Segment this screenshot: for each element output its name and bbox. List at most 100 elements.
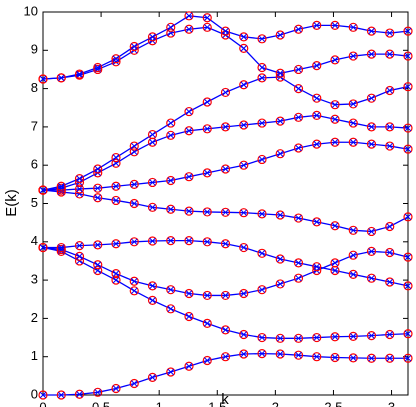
marker-cross xyxy=(295,85,302,92)
marker-circle xyxy=(403,144,413,154)
marker-cross xyxy=(222,123,229,131)
marker-cross xyxy=(94,261,101,269)
marker-cross xyxy=(240,209,247,216)
band-marker xyxy=(239,160,249,170)
band-marker xyxy=(56,242,66,253)
marker-cross xyxy=(185,313,193,320)
marker-circle xyxy=(239,80,249,90)
marker-circle xyxy=(129,179,139,189)
marker-circle xyxy=(166,28,176,38)
marker-circle xyxy=(330,114,340,124)
marker-circle xyxy=(348,353,358,363)
band-marker xyxy=(239,120,249,130)
marker-circle xyxy=(239,160,249,170)
marker-cross xyxy=(131,200,138,207)
marker-circle xyxy=(56,73,66,83)
marker-cross xyxy=(386,50,393,58)
marker-circle xyxy=(38,242,48,253)
band-marker xyxy=(129,141,139,151)
marker-circle xyxy=(403,212,413,222)
band-marker xyxy=(129,179,139,189)
band-marker xyxy=(184,172,194,182)
band-marker xyxy=(74,174,85,184)
marker-circle xyxy=(147,236,158,246)
marker-cross xyxy=(386,354,393,362)
marker-cross xyxy=(386,223,393,230)
marker-circle xyxy=(239,32,249,42)
marker-circle xyxy=(220,207,231,217)
band-marker xyxy=(403,82,413,92)
band-marker xyxy=(111,195,121,206)
band-marker xyxy=(38,74,48,84)
marker-cross xyxy=(331,101,339,108)
marker-cross xyxy=(350,24,357,31)
band-marker xyxy=(38,242,48,253)
band-marker xyxy=(366,331,377,341)
marker-circle xyxy=(385,247,395,258)
band-marker xyxy=(93,183,103,193)
marker-circle xyxy=(366,93,377,103)
band-marker xyxy=(220,239,231,249)
marker-circle xyxy=(93,387,103,397)
marker-cross xyxy=(240,161,247,169)
band-marker xyxy=(348,22,358,32)
marker-circle xyxy=(385,85,395,96)
marker-circle xyxy=(202,13,212,23)
marker-cross xyxy=(240,331,247,338)
marker-cross xyxy=(295,26,302,33)
band-marker xyxy=(93,164,103,174)
marker-circle xyxy=(220,290,231,301)
band-marker xyxy=(293,333,304,343)
band-marker xyxy=(202,355,212,366)
marker-circle xyxy=(312,352,322,362)
band-marker xyxy=(403,123,413,133)
marker-circle xyxy=(275,116,285,126)
band-marker xyxy=(56,181,66,191)
y-tick-label: 3 xyxy=(31,272,38,287)
marker-cross xyxy=(331,22,339,29)
marker-cross xyxy=(39,391,47,399)
marker-cross xyxy=(58,391,65,399)
marker-circle xyxy=(202,237,212,247)
x-tick-label: 0 xyxy=(39,399,46,407)
marker-cross xyxy=(222,292,229,299)
x-tick-label: 0.5 xyxy=(92,399,110,407)
marker-circle xyxy=(129,41,139,52)
marker-cross xyxy=(404,282,412,290)
marker-cross xyxy=(350,119,357,127)
marker-circle xyxy=(184,236,194,246)
band-marker xyxy=(293,64,304,75)
marker-circle xyxy=(74,189,85,199)
marker-circle xyxy=(257,118,267,128)
marker-cross xyxy=(149,179,156,186)
band-marker xyxy=(111,383,121,394)
marker-circle xyxy=(348,250,358,260)
marker-cross xyxy=(185,363,193,370)
marker-cross xyxy=(149,297,156,304)
y-tick-label: 4 xyxy=(31,233,38,248)
marker-cross xyxy=(204,98,211,106)
band-marker xyxy=(202,207,212,217)
band-marker xyxy=(385,85,395,96)
band-line xyxy=(42,189,409,233)
band-marker xyxy=(348,225,358,235)
marker-cross xyxy=(331,259,339,267)
marker-circle xyxy=(330,137,340,147)
marker-circle xyxy=(257,154,267,165)
marker-circle xyxy=(312,20,322,31)
marker-cross xyxy=(185,290,193,297)
marker-cross xyxy=(76,242,83,249)
band-marker xyxy=(330,137,340,147)
band-marker xyxy=(220,325,231,335)
marker-circle xyxy=(166,285,176,295)
marker-cross xyxy=(240,121,247,129)
band-marker xyxy=(293,24,304,34)
marker-circle xyxy=(166,367,176,377)
marker-cross xyxy=(404,27,412,35)
band-marker xyxy=(385,28,395,38)
marker-cross xyxy=(277,70,284,77)
marker-circle xyxy=(166,204,176,214)
marker-circle xyxy=(293,273,304,283)
marker-cross xyxy=(167,132,174,139)
band-marker xyxy=(348,137,358,147)
